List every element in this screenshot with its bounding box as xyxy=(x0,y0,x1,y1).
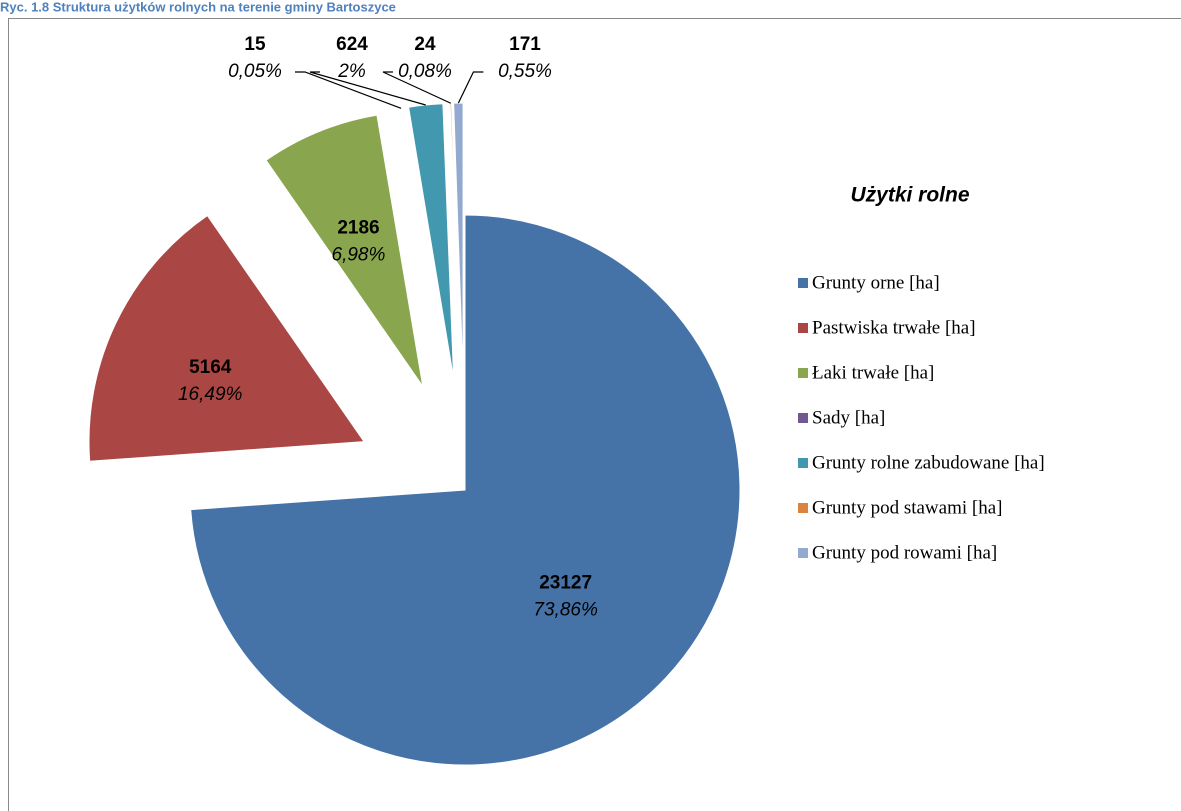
pie-slice xyxy=(408,103,455,379)
data-label: 171 xyxy=(509,34,541,55)
leader-line xyxy=(457,71,484,104)
data-label: 15 xyxy=(244,34,266,55)
legend-label: Grunty pod rowami [ha] xyxy=(812,542,997,563)
data-label: 624 xyxy=(336,34,368,55)
percent-label: 16,49% xyxy=(178,384,243,405)
legend-label: Łaki trwałe [ha] xyxy=(812,362,934,383)
legend-swatch xyxy=(798,323,808,333)
data-label: 2186 xyxy=(337,217,379,238)
pie-slice xyxy=(88,214,365,462)
legend-label: Pastwiska trwałe [ha] xyxy=(812,317,976,338)
leader-line xyxy=(309,71,426,106)
percent-label: 0,08% xyxy=(398,61,452,82)
legend-label: Grunty rolne zabudowane [ha] xyxy=(812,452,1045,473)
percent-label: 2% xyxy=(337,61,366,82)
data-label: 24 xyxy=(414,34,436,55)
legend-swatch xyxy=(798,368,808,378)
data-label: 23127 xyxy=(539,573,592,594)
legend-swatch xyxy=(798,548,808,558)
legend-swatch xyxy=(798,458,808,468)
legend-title: Użytki rolne xyxy=(850,184,969,207)
data-label: 5164 xyxy=(189,357,232,378)
legend-swatch xyxy=(798,503,808,513)
pie-slice xyxy=(190,214,741,766)
legend-label: Grunty pod stawami [ha] xyxy=(812,497,1002,518)
chart-title: Ryc. 1.8 Struktura użytków rolnych na te… xyxy=(0,0,396,14)
pie-slice xyxy=(265,114,424,387)
leader-line xyxy=(295,71,402,109)
percent-label: 0,55% xyxy=(498,61,552,82)
percent-label: 73,86% xyxy=(533,600,598,621)
legend-label: Sady [ha] xyxy=(812,407,885,428)
percent-label: 6,98% xyxy=(332,244,386,265)
leader-line xyxy=(382,71,452,104)
legend-swatch xyxy=(798,413,808,423)
legend-swatch xyxy=(798,278,808,288)
legend-label: Grunty orne [ha] xyxy=(812,272,940,293)
percent-label: 0,05% xyxy=(228,61,282,82)
